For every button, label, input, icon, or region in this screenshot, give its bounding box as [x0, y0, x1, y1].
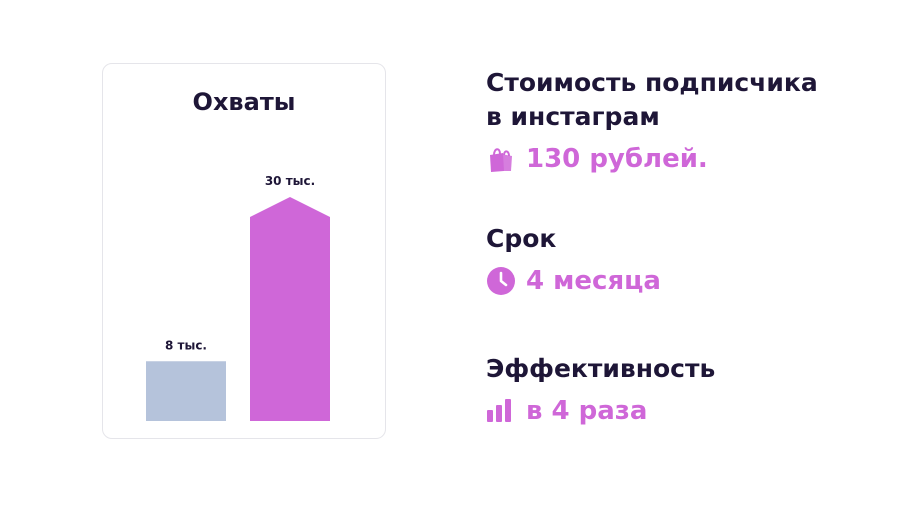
reach-bar-chart: 8 тыс. 30 тыс. — [146, 174, 330, 421]
clock-icon — [486, 266, 516, 296]
stat-value: 130 рублей. — [526, 144, 708, 174]
bar-1 — [146, 361, 226, 421]
stat-value: в 4 раза — [526, 396, 648, 426]
stat-value-row: 130 рублей. — [486, 144, 818, 174]
bar-data-label-2: 30 тыс. — [265, 174, 315, 188]
stat-subscriber-cost: Стоимость подписчика в инстаграм 130 руб… — [486, 66, 818, 174]
bar-2 — [250, 196, 330, 421]
chart-title: Охваты — [192, 88, 296, 116]
stat-heading: Стоимость подписчика в инстаграм — [486, 68, 818, 131]
stat-duration: Срок 4 месяца — [486, 222, 661, 296]
stat-heading: Срок — [486, 224, 557, 253]
stat-value-row: 4 месяца — [486, 266, 661, 296]
bar-data-label-1: 8 тыс. — [165, 338, 207, 352]
stat-value-row: в 4 раза — [486, 396, 715, 426]
reach-chart-card: Охваты 8 тыс. 30 тыс. — [102, 63, 386, 439]
stat-efficiency: Эффективность в 4 раза — [486, 352, 715, 426]
shopping-bags-icon — [486, 144, 516, 174]
stat-heading: Эффективность — [486, 354, 716, 383]
bar-chart-icon — [486, 396, 516, 426]
stat-value: 4 месяца — [526, 266, 661, 296]
